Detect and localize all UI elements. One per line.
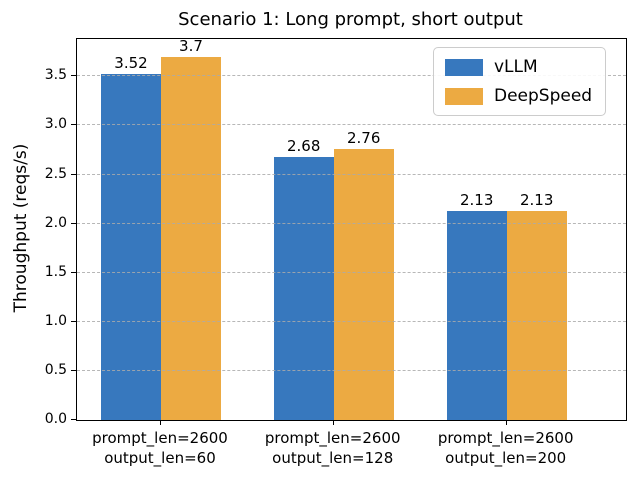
x-tick-label: prompt_len=2600 output_len=200 <box>437 429 574 468</box>
legend-label: vLLM <box>494 57 538 77</box>
x-tick-mark <box>332 420 334 425</box>
y-tick-mark <box>71 124 76 126</box>
y-tick-label: 0.5 <box>44 361 67 378</box>
bar-value-label: 3.52 <box>114 54 148 73</box>
bar-value-label: 3.7 <box>179 36 203 55</box>
gridline <box>77 173 626 175</box>
y-tick-mark <box>71 419 76 420</box>
legend-entry-vllm: vLLM <box>445 57 592 77</box>
y-tick-mark <box>71 75 76 77</box>
bar-value-label: 2.76 <box>347 128 381 147</box>
gridline <box>77 320 626 322</box>
bar-value-label: 2.13 <box>459 190 494 209</box>
x-tick-mark <box>505 420 507 425</box>
legend-entry-deepspeed: DeepSpeed <box>445 86 592 106</box>
y-tick-mark <box>71 173 76 175</box>
bar-vllm-group2 <box>273 156 334 420</box>
deepspeed-color-swatch <box>445 87 483 105</box>
y-tick-mark <box>71 222 76 224</box>
legend-label: DeepSpeed <box>494 86 593 106</box>
x-tick-label: prompt_len=2600 output_len=60 <box>92 429 228 468</box>
bar-deepspeed-group1 <box>160 56 221 420</box>
x-tick-mark <box>159 420 161 425</box>
bar-value-label: 2.68 <box>287 136 321 155</box>
bar-value-label: 2.13 <box>519 190 554 209</box>
bar-deepspeed-group3 <box>506 210 567 420</box>
y-tick-label: 3.0 <box>44 116 67 133</box>
chart-title: Scenario 1: Long prompt, short output <box>178 9 523 30</box>
vllm-color-swatch <box>445 58 483 76</box>
gridline <box>77 369 626 371</box>
y-tick-label: 1.0 <box>44 312 67 329</box>
bar-vllm-group1 <box>100 74 161 420</box>
y-tick-mark <box>71 320 76 322</box>
legend: vLLM DeepSpeed <box>433 47 607 116</box>
gridline <box>77 75 626 77</box>
y-tick-label: 1.5 <box>44 263 67 280</box>
bar-deepspeed-group2 <box>333 148 394 420</box>
gridline <box>77 222 626 224</box>
y-tick-label: 3.5 <box>44 67 67 84</box>
x-tick-label: prompt_len=2600 output_len=128 <box>264 429 401 468</box>
y-tick-label: 0.0 <box>44 411 67 427</box>
y-tick-mark <box>71 271 76 273</box>
y-tick-mark <box>71 369 76 371</box>
y-tick-label: 2.0 <box>44 214 67 231</box>
gridline <box>77 271 626 273</box>
bar-vllm-group3 <box>446 210 507 420</box>
gridline <box>77 124 626 126</box>
y-tick-label: 2.5 <box>44 165 67 182</box>
